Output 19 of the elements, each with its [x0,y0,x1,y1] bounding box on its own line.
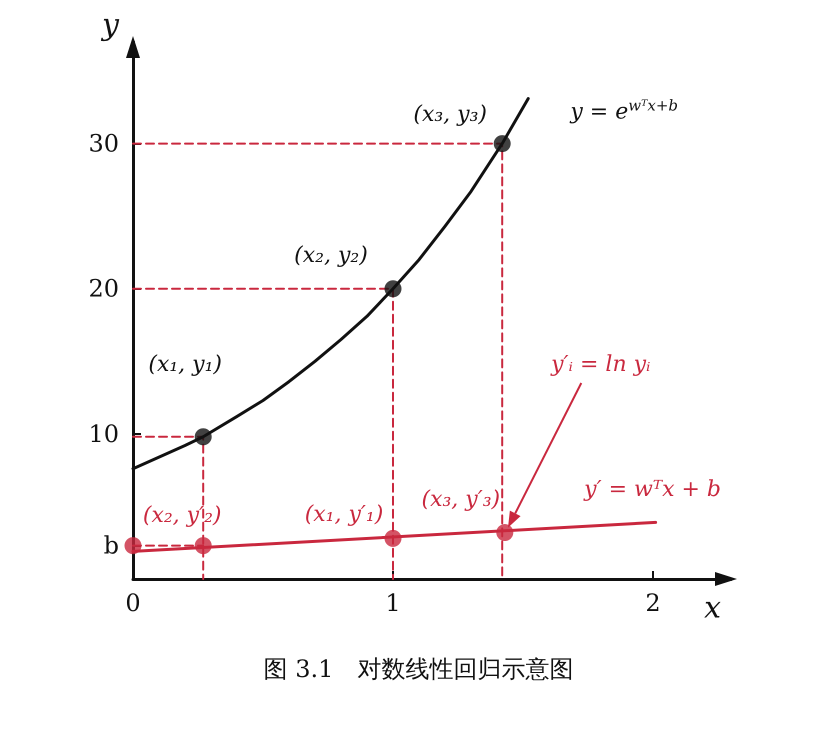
annotation: (x₃, y₃) [413,102,488,127]
x-tick-label: 0 [125,589,141,617]
x-tick-label: 1 [385,589,401,617]
x-axis-title: x [704,590,722,626]
annotation: (x₃, y′₃) [421,486,500,512]
y-tick-label: 20 [88,274,119,303]
y-tick-label: b [104,532,119,560]
annotation: (x₁, y₁) [148,352,222,377]
annotation: y′ = wᵀx + b [584,477,722,502]
y-axis-title: y [100,8,120,42]
annotation: (x₁, y′₁) [304,502,384,528]
annotation: y = e$^{wᵀx+b}$ [570,96,678,124]
y-tick-label: 10 [88,420,119,448]
x-tick-label: 2 [645,589,661,617]
y-tick-label: 30 [88,130,119,158]
annotation: y′ᵢ = ln yᵢ [551,352,650,377]
text: 图 3.1 对数线性回归示意图 [264,655,574,683]
annotation: (x₂, y′₂) [142,502,222,528]
annotation: (x₂, y₂) [294,242,368,268]
